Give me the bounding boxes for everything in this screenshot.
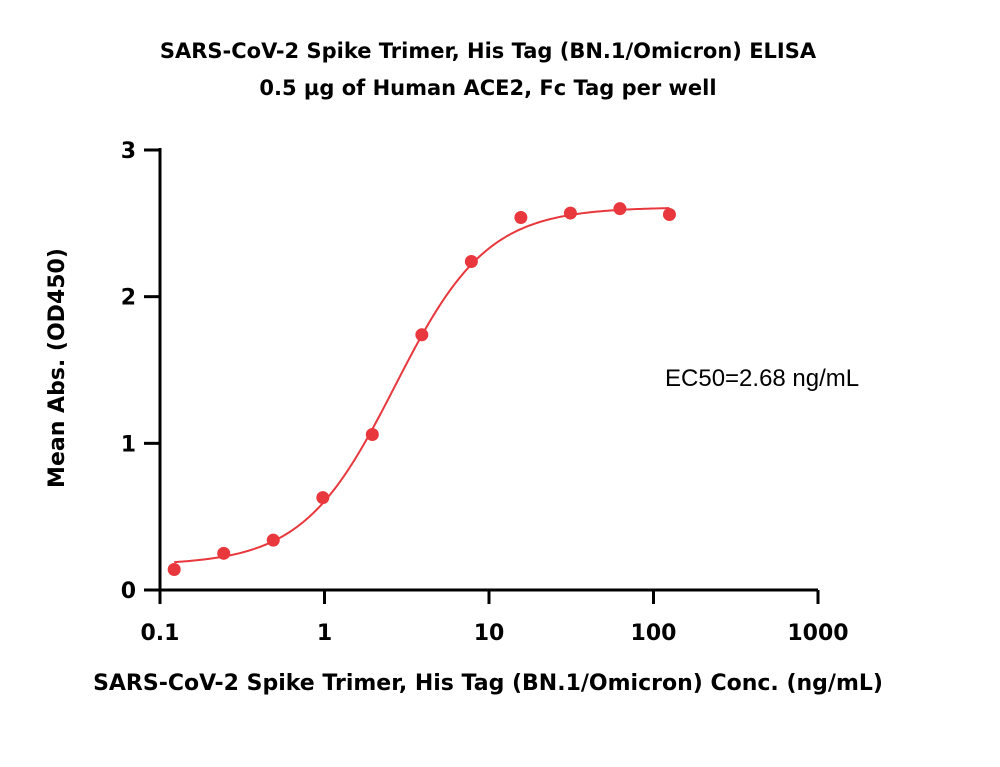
y-tick-label: 0 <box>121 579 136 604</box>
data-point <box>563 206 577 220</box>
data-points <box>167 202 676 576</box>
data-point <box>415 328 429 342</box>
data-point <box>167 562 181 576</box>
y-tick-label: 3 <box>121 139 136 164</box>
x-axis-label: SARS-CoV-2 Spike Trimer, His Tag (BN.1/O… <box>93 671 883 696</box>
y-axis-label: Mean Abs. (OD450) <box>45 248 70 488</box>
x-ticks: 0.1 1 10 100 1000 <box>141 590 849 646</box>
x-tick-label: 1000 <box>787 621 848 646</box>
data-point <box>662 208 676 222</box>
fit-curve <box>174 207 670 564</box>
x-tick-label: 100 <box>631 621 677 646</box>
y-ticks: 0 1 2 3 <box>121 139 160 604</box>
data-point <box>217 546 231 560</box>
chart-subtitle: 0.5 µg of Human ACE2, Fc Tag per well <box>259 76 716 100</box>
data-point <box>316 491 330 505</box>
data-point <box>613 202 627 216</box>
chart-title: SARS-CoV-2 Spike Trimer, His Tag (BN.1/O… <box>160 39 817 63</box>
x-tick-label: 10 <box>474 621 505 646</box>
data-point <box>365 428 379 442</box>
data-point <box>514 210 528 224</box>
y-tick-label: 1 <box>121 432 136 457</box>
data-point <box>464 254 478 268</box>
x-tick-label: 1 <box>317 621 332 646</box>
data-point <box>266 533 280 547</box>
x-tick-label: 0.1 <box>141 621 180 646</box>
ec50-annotation: EC50=2.68 ng/mL <box>665 365 859 392</box>
y-tick-label: 2 <box>121 286 136 311</box>
